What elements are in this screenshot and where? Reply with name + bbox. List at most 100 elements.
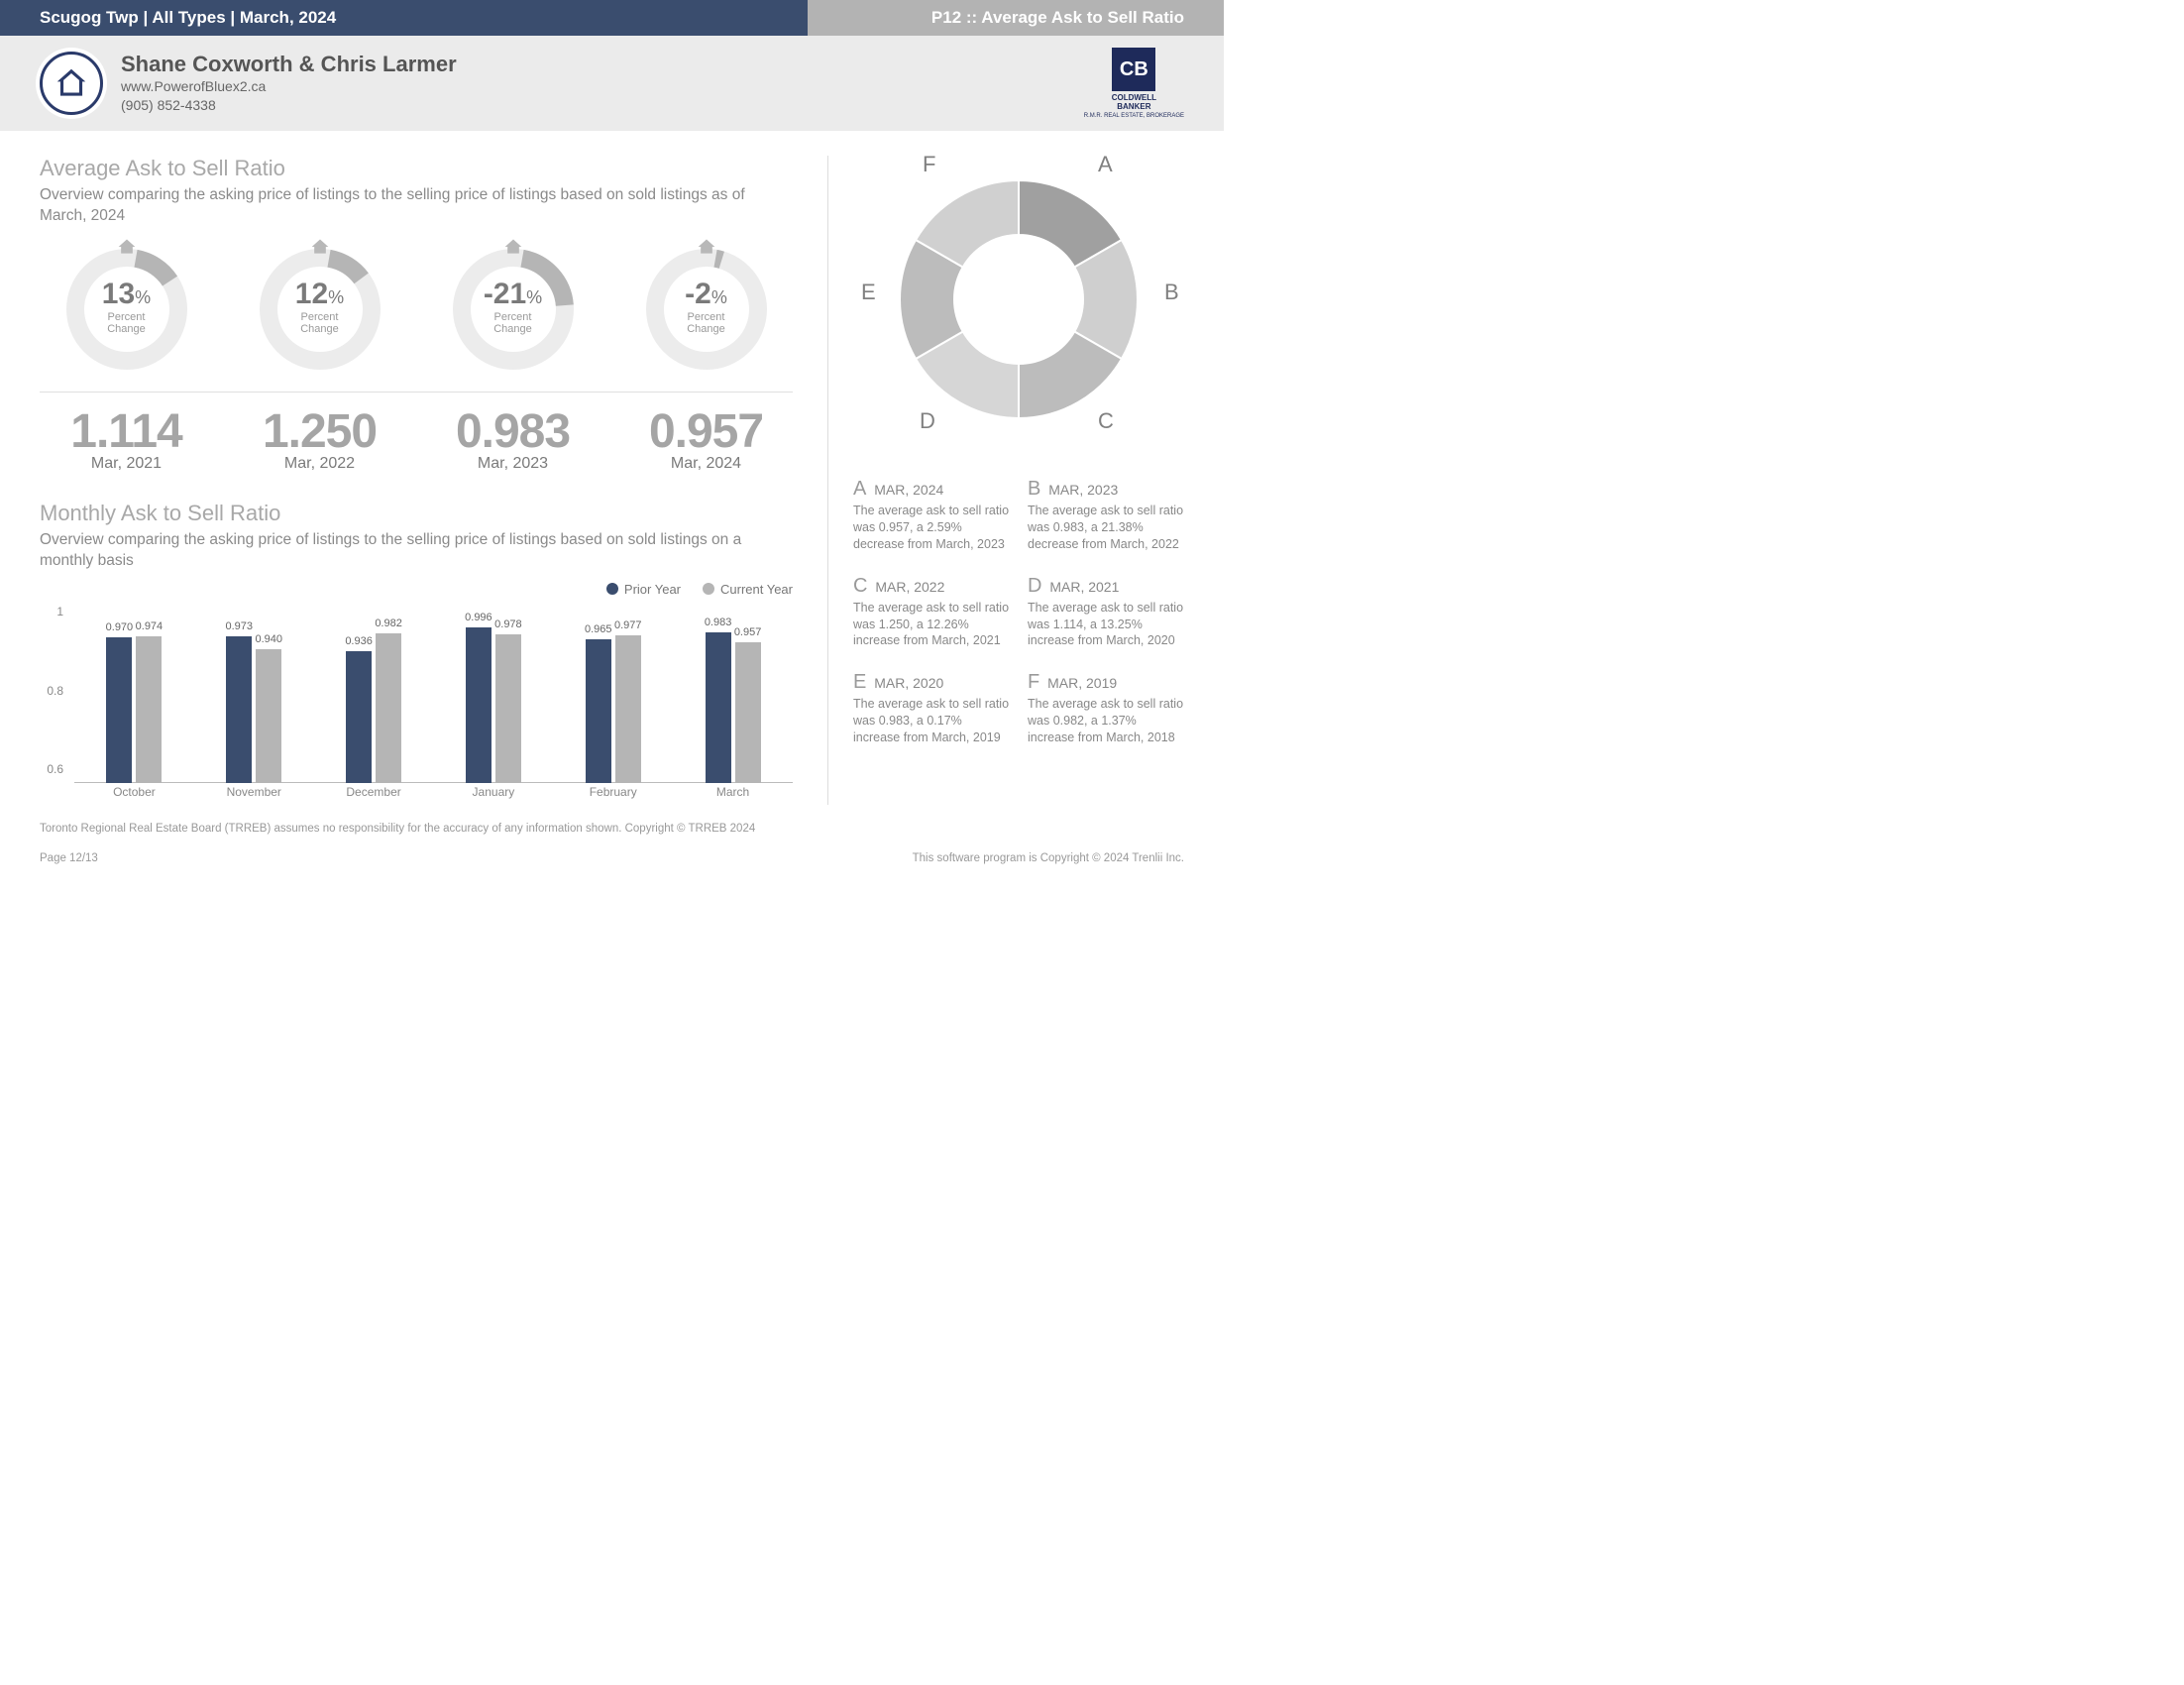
bar-prior: 0.973: [226, 636, 252, 783]
y-tick: 0.6: [47, 762, 63, 776]
donut-label: E: [861, 280, 876, 305]
gauge-label: Percent Change: [674, 311, 738, 335]
broker-name-2: BANKER: [1084, 102, 1184, 111]
x-label: March: [673, 785, 793, 805]
y-tick: 1: [56, 605, 63, 618]
bar-value: 0.996: [465, 612, 492, 623]
bar-value: 0.983: [705, 617, 732, 628]
gauge-percent: 13%: [94, 278, 159, 311]
donut-label: C: [1098, 408, 1114, 434]
y-tick: 0.8: [47, 684, 63, 698]
bar-group: 0.996 0.978: [464, 627, 523, 783]
chart-legend: Prior Year Current Year: [40, 582, 793, 597]
history-item: B MAR, 2023 The average ask to sell rati…: [1028, 478, 1184, 553]
year-label: Mar, 2024: [619, 455, 793, 473]
x-label: October: [74, 785, 194, 805]
section1-title: Average Ask to Sell Ratio: [40, 156, 793, 181]
history-text: The average ask to sell ratio was 1.114,…: [1028, 600, 1184, 650]
bar-value: 0.974: [136, 620, 164, 632]
bar-prior: 0.965: [586, 639, 611, 782]
bar-prior: 0.936: [346, 651, 372, 783]
house-icon: [503, 237, 523, 262]
bar-value: 0.978: [494, 618, 522, 630]
agent-name: Shane Coxworth & Chris Larmer: [121, 52, 457, 77]
history-letter: A: [853, 478, 866, 500]
history-text: The average ask to sell ratio was 0.983,…: [1028, 503, 1184, 553]
bar-prior: 0.996: [466, 627, 491, 783]
history-date: MAR, 2019: [1047, 675, 1117, 691]
gauge-label: Percent Change: [94, 311, 159, 335]
history-text: The average ask to sell ratio was 1.250,…: [853, 600, 1010, 650]
year-value: 0.957: [619, 404, 793, 459]
history-letter: D: [1028, 575, 1041, 597]
bar-value: 0.977: [614, 619, 642, 631]
year-value: 0.983: [426, 404, 600, 459]
house-icon: [117, 237, 137, 262]
donut-chart: ABCDEF: [865, 146, 1172, 453]
gauge-percent: -21%: [481, 278, 545, 311]
bar-value: 0.970: [106, 621, 134, 633]
bar-current: 0.977: [615, 635, 641, 783]
plot-area: 0.970 0.974 0.973 0.940 0.936 0.982 0.: [74, 607, 793, 783]
footer: Toronto Regional Real Estate Board (TRRE…: [0, 815, 1224, 884]
bar-group: 0.965 0.977: [584, 635, 643, 783]
broker-name-1: COLDWELL: [1084, 93, 1184, 102]
x-label: December: [314, 785, 434, 805]
bar-value: 0.940: [255, 633, 282, 645]
history-item: C MAR, 2022 The average ask to sell rati…: [853, 575, 1010, 650]
bar-prior: 0.970: [106, 637, 132, 782]
house-icon: [310, 237, 330, 262]
divider: [40, 392, 793, 393]
history-date: MAR, 2020: [874, 675, 943, 691]
broker-logo: CB COLDWELL BANKER R.M.R. REAL ESTATE, B…: [1084, 48, 1184, 119]
legend-current-label: Current Year: [720, 582, 793, 597]
bar-group: 0.973 0.940: [224, 636, 283, 783]
history-item: F MAR, 2019 The average ask to sell rati…: [1028, 671, 1184, 746]
legend-current: Current Year: [703, 582, 793, 597]
x-label: January: [433, 785, 553, 805]
year-value: 1.250: [233, 404, 406, 459]
agent-phone: (905) 852-4338: [121, 96, 457, 115]
top-bar: Scugog Twp | All Types | March, 2024 P12…: [0, 0, 1224, 36]
bar-chart: 0.6 0.8 1 0.970 0.974 0.973 0.940 0.936: [40, 607, 793, 805]
history-date: MAR, 2022: [875, 579, 944, 595]
x-label: November: [194, 785, 314, 805]
donut-label: D: [920, 408, 935, 434]
house-icon: [697, 237, 716, 262]
gauge-row: 13% Percent Change 12% Percent Change: [40, 245, 793, 374]
gauge-label: Percent Change: [287, 311, 352, 335]
section2-title: Monthly Ask to Sell Ratio: [40, 501, 793, 526]
bar-group: 0.936 0.982: [344, 633, 403, 783]
year-values-row: 1.114 Mar, 2021 1.250 Mar, 2022 0.983 Ma…: [40, 404, 793, 473]
bar-current: 0.974: [136, 636, 162, 783]
history-item: D MAR, 2021 The average ask to sell rati…: [1028, 575, 1184, 650]
agent-website: www.PowerofBluex2.ca: [121, 77, 457, 96]
page-number: Page 12/13: [40, 852, 98, 864]
history-date: MAR, 2024: [874, 482, 943, 498]
gauge-percent: -2%: [674, 278, 738, 311]
bar-current: 0.957: [735, 642, 761, 782]
year-label: Mar, 2023: [426, 455, 600, 473]
year-label: Mar, 2022: [233, 455, 406, 473]
legend-prior-label: Prior Year: [624, 582, 681, 597]
history-item: E MAR, 2020 The average ask to sell rati…: [853, 671, 1010, 746]
bar-value: 0.982: [375, 618, 402, 629]
history-item: A MAR, 2024 The average ask to sell rati…: [853, 478, 1010, 553]
history-date: MAR, 2021: [1049, 579, 1119, 595]
context-breadcrumb: Scugog Twp | All Types | March, 2024: [0, 0, 808, 36]
history-text: The average ask to sell ratio was 0.957,…: [853, 503, 1010, 553]
page-indicator: P12 :: Average Ask to Sell Ratio: [808, 0, 1224, 36]
disclaimer: Toronto Regional Real Estate Board (TRRE…: [40, 823, 1184, 835]
donut-label: B: [1164, 280, 1179, 305]
bar-current: 0.940: [256, 649, 281, 782]
bar-value: 0.936: [345, 635, 373, 647]
history-text: The average ask to sell ratio was 0.982,…: [1028, 696, 1184, 746]
agent-logo: [40, 52, 103, 115]
y-axis: 0.6 0.8 1: [40, 607, 69, 783]
bar-group: 0.983 0.957: [704, 632, 763, 782]
gauge-percent: 12%: [287, 278, 352, 311]
gauge-item: -21% Percent Change: [426, 245, 600, 374]
history-text: The average ask to sell ratio was 0.983,…: [853, 696, 1010, 746]
legend-prior: Prior Year: [606, 582, 681, 597]
year-item: 0.983 Mar, 2023: [426, 404, 600, 473]
